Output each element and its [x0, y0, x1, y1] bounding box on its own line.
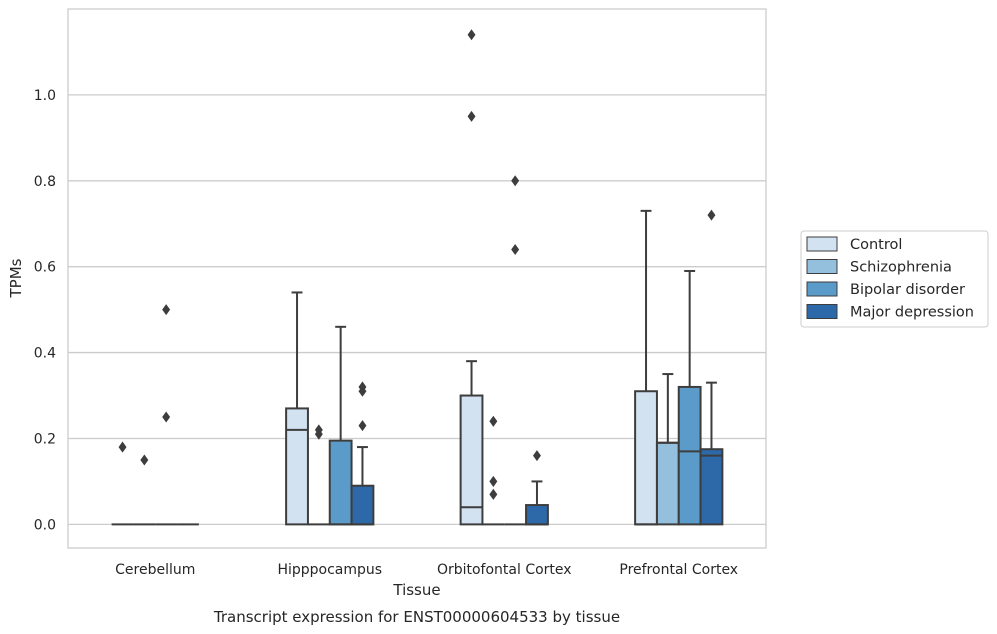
box-iqr — [328, 439, 353, 526]
outlier-point — [489, 415, 498, 427]
box-iqr — [285, 407, 309, 526]
y-tick-labels: 0.0 0.2 0.4 0.6 0.8 1.0 — [34, 88, 56, 533]
y-tick-label: 0.4 — [34, 346, 56, 362]
legend-label: Schizophrenia — [850, 260, 952, 276]
box-iqr — [655, 441, 680, 526]
legend-swatch — [806, 304, 838, 319]
outlier-point — [707, 209, 716, 221]
y-axis-label: TPMs — [7, 258, 25, 298]
y-tick-label: 0.6 — [34, 260, 56, 276]
y-tick-label: 1.0 — [34, 88, 56, 104]
legend-label: Control — [850, 237, 902, 253]
legend: Control Schizophrenia Bipolar disorder Majo… — [800, 230, 989, 328]
box-iqr — [459, 394, 484, 526]
x-tick-label: Cerebellum — [115, 562, 195, 578]
x-tick-label: Orbitofontal Cortex — [437, 562, 572, 578]
x-axis-label: Tissue — [392, 581, 440, 599]
outlier-point — [314, 424, 323, 436]
box-schizophrenia — [133, 454, 156, 526]
y-tick-label: 0.0 — [34, 517, 56, 533]
y-tick-label: 0.2 — [34, 431, 56, 447]
box-iqr — [350, 484, 375, 526]
box-bipolar-disorder — [328, 325, 353, 526]
box-iqr — [677, 385, 702, 526]
outlier-point — [511, 243, 520, 256]
outlier-point — [489, 475, 498, 487]
chart-caption: Transcript expression for ENST0000060453… — [213, 608, 620, 626]
outlier-point — [140, 454, 149, 466]
legend-swatch — [806, 259, 838, 274]
x-tick-labels: Cerebellum Hipppocampus Orbitofontal Corte… — [115, 562, 738, 578]
box-major-depression — [525, 450, 549, 526]
legend-label: Bipolar disorder — [850, 282, 965, 298]
box-iqr — [699, 448, 724, 526]
x-tick-label: Prefrontal Cortex — [619, 562, 738, 578]
box-schizophrenia — [655, 373, 680, 526]
box-bipolar-disorder — [155, 304, 178, 526]
outlier-point — [358, 381, 367, 393]
box-control — [285, 291, 309, 526]
box-schizophrenia — [482, 415, 505, 526]
legend-swatch — [806, 236, 838, 252]
plot-area-frame — [67, 8, 767, 549]
outlier-point — [532, 450, 541, 462]
legend-label: Major depression — [850, 305, 974, 321]
outlier-point — [467, 110, 476, 122]
box-control — [459, 29, 484, 526]
legend-frame — [800, 230, 989, 328]
outlier-point — [511, 175, 520, 187]
outlier-point — [489, 488, 498, 500]
box-bipolar-disorder — [677, 269, 702, 526]
box-control — [111, 441, 134, 526]
legend-swatch — [806, 281, 838, 297]
outlier-point — [467, 29, 476, 41]
outlier-point — [358, 420, 367, 432]
legend-items: Control Schizophrenia Bipolar disorder Majo… — [806, 236, 974, 321]
x-tick-label: Hipppocampus — [277, 562, 382, 578]
box-bipolar-disorder — [504, 175, 527, 526]
box-major-depression — [699, 209, 724, 526]
boxes-layer — [111, 29, 724, 526]
box-iqr — [525, 504, 549, 526]
box-schizophrenia — [307, 424, 330, 526]
y-tick-label: 0.8 — [34, 174, 56, 190]
outlier-point — [162, 411, 171, 423]
outlier-point — [118, 441, 127, 453]
box-major-depression — [350, 381, 375, 526]
box-control — [634, 209, 658, 526]
box-iqr — [634, 390, 658, 526]
outlier-point — [162, 304, 171, 316]
